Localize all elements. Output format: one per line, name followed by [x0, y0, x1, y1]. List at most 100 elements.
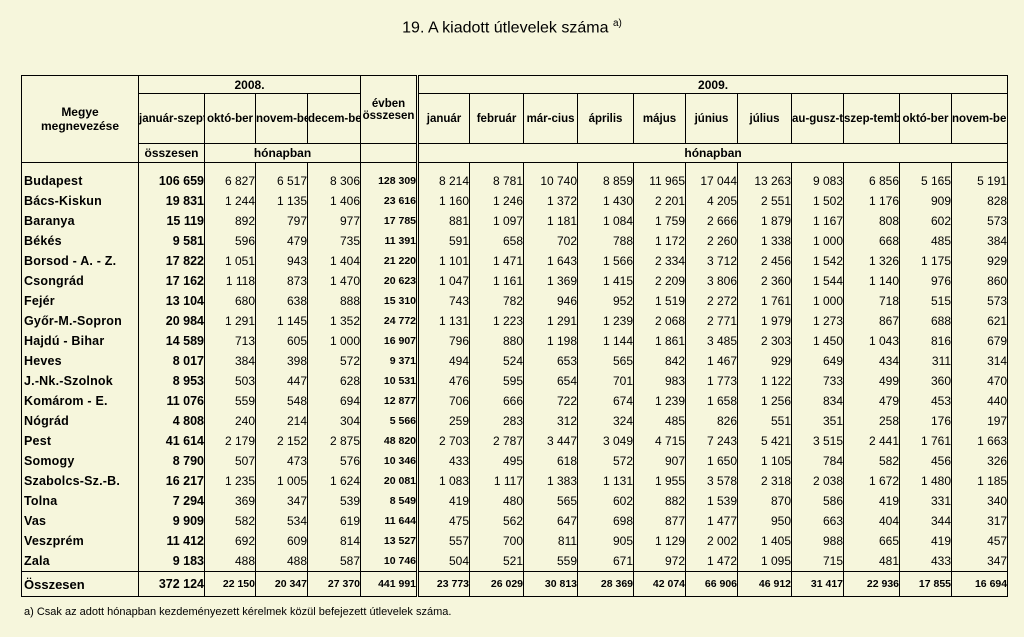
table-row: Borsod - A. - Z. 17 822 1 051 943 1 404 21 22… — [21, 251, 1009, 271]
county-name: Bács-Kiskun — [21, 191, 139, 211]
table-cell: 8 790 — [138, 451, 205, 471]
table-cell: 548 — [255, 391, 308, 411]
table-cell: 1 861 — [633, 331, 687, 351]
month-2008-header: decem-ber — [306, 93, 362, 144]
table-cell: 23 616 — [360, 191, 419, 211]
table-cell: 972 — [633, 551, 687, 572]
table-cell: 3 049 — [577, 431, 635, 451]
table-cell: 17 044 — [685, 171, 739, 191]
table-cell: 658 — [469, 231, 525, 251]
table-cell: 692 — [204, 531, 256, 551]
table-cell: 4 808 — [138, 411, 205, 431]
table-cell: 434 — [843, 351, 901, 371]
table-row: Somogy 8 790 507 473 576 10 346 433 495 618 572 90… — [21, 451, 1009, 471]
table-cell: 1 131 — [577, 471, 635, 491]
table-cell: 11 965 — [633, 171, 687, 191]
table-cell: 722 — [523, 391, 579, 411]
table-cell: 314 — [951, 351, 1009, 371]
county-name: Tolna — [21, 491, 139, 511]
table-cell: 457 — [951, 531, 1009, 551]
table-cell: 1 672 — [843, 471, 901, 491]
table-cell: 2 002 — [685, 531, 739, 551]
table-cell: 2 787 — [469, 431, 525, 451]
county-name: Somogy — [21, 451, 139, 471]
table-cell: 2 666 — [685, 211, 739, 231]
table-cell: 360 — [899, 371, 953, 391]
table-cell: 2 771 — [685, 311, 739, 331]
table-cell: 1 470 — [306, 271, 362, 291]
table-cell: 344 — [899, 511, 953, 531]
table-row: Bács-Kiskun 19 831 1 244 1 135 1 406 23 616 1 … — [21, 191, 1009, 211]
table-cell: 1 404 — [306, 251, 362, 271]
table-cell: 9 083 — [791, 171, 845, 191]
table-cell: 1 502 — [791, 191, 845, 211]
table-cell: 8 549 — [360, 491, 419, 511]
table-cell: 1 643 — [523, 251, 579, 271]
county-name: J.-Nk.-Szolnok — [21, 371, 139, 391]
table-cell: 14 589 — [138, 331, 205, 351]
table-cell: 1 084 — [577, 211, 635, 231]
table-cell: 20 984 — [138, 311, 205, 331]
county-name: Veszprém — [21, 531, 139, 551]
table-cell: 11 412 — [138, 531, 205, 551]
table-cell: 743 — [416, 291, 471, 311]
county-name: Borsod - A. - Z. — [21, 251, 139, 271]
table-cell: 283 — [469, 411, 525, 431]
table-cell: 19 831 — [138, 191, 205, 211]
table-cell: 591 — [416, 231, 471, 251]
table-cell: 7 243 — [685, 431, 739, 451]
table-cell: 1 144 — [577, 331, 635, 351]
county-header-label: Megye megnevezése — [40, 105, 120, 133]
table-cell: 842 — [633, 351, 687, 371]
table-cell: 311 — [899, 351, 953, 371]
table-cell: 3 578 — [685, 471, 739, 491]
month-2009-header: január — [416, 93, 471, 144]
table-cell: 1 122 — [737, 371, 793, 391]
table-cell: 5 165 — [899, 171, 953, 191]
table-cell: 1 273 — [791, 311, 845, 331]
table-cell: 476 — [416, 371, 471, 391]
table-cell: 5 421 — [737, 431, 793, 451]
table-cell: 324 — [577, 411, 635, 431]
table-cell: 106 659 — [138, 171, 205, 191]
table-cell: 700 — [469, 531, 525, 551]
table-cell: 11 644 — [360, 511, 419, 531]
table-cell: 369 — [204, 491, 256, 511]
table-cell: 702 — [523, 231, 579, 251]
table-cell: 929 — [737, 351, 793, 371]
table-cell: 816 — [899, 331, 953, 351]
table-cell: 2 360 — [737, 271, 793, 291]
table-cell: 977 — [306, 211, 362, 231]
table-cell: 1 051 — [204, 251, 256, 271]
month-2009-header: szep-tember — [843, 93, 901, 144]
table-row: Baranya 15 119 892 797 977 17 785 881 1 097 1 18… — [21, 211, 1009, 231]
table-cell: 828 — [951, 191, 1009, 211]
table-cell: 551 — [737, 411, 793, 431]
table-cell: 867 — [843, 311, 901, 331]
table-cell: 1 223 — [469, 311, 525, 331]
table-cell: 504 — [416, 551, 471, 572]
table-cell: 1 291 — [204, 311, 256, 331]
county-name: Zala — [21, 551, 139, 572]
table-cell: 480 — [469, 491, 525, 511]
table-cell: 347 — [951, 551, 1009, 572]
table-cell: 929 — [951, 251, 1009, 271]
table-cell: 573 — [951, 291, 1009, 311]
table-cell: 3 447 — [523, 431, 579, 451]
table-row: Békés 9 581 596 479 735 11 391 591 658 702 788 1 1… — [21, 231, 1009, 251]
table-cell: 888 — [306, 291, 362, 311]
table-cell: 2 875 — [306, 431, 362, 451]
table-cell: 782 — [469, 291, 525, 311]
table-cell: 2 068 — [633, 311, 687, 331]
table-cell: 1 955 — [633, 471, 687, 491]
table-cell: 1 095 — [737, 551, 793, 572]
table-row: Komárom - E. 11 076 559 548 694 12 877 706 666 7… — [21, 391, 1009, 411]
total-cell: 22 150 — [204, 571, 256, 597]
table-cell: 20 081 — [360, 471, 419, 491]
table-row: Heves 8 017 384 398 572 9 371 494 524 653 565 842 1… — [21, 351, 1009, 371]
table-cell: 1 185 — [951, 471, 1009, 491]
month-2008-header: novem-ber — [255, 93, 308, 144]
table-cell: 1 383 — [523, 471, 579, 491]
table-cell: 663 — [791, 511, 845, 531]
total-cell: 372 124 — [138, 571, 205, 597]
